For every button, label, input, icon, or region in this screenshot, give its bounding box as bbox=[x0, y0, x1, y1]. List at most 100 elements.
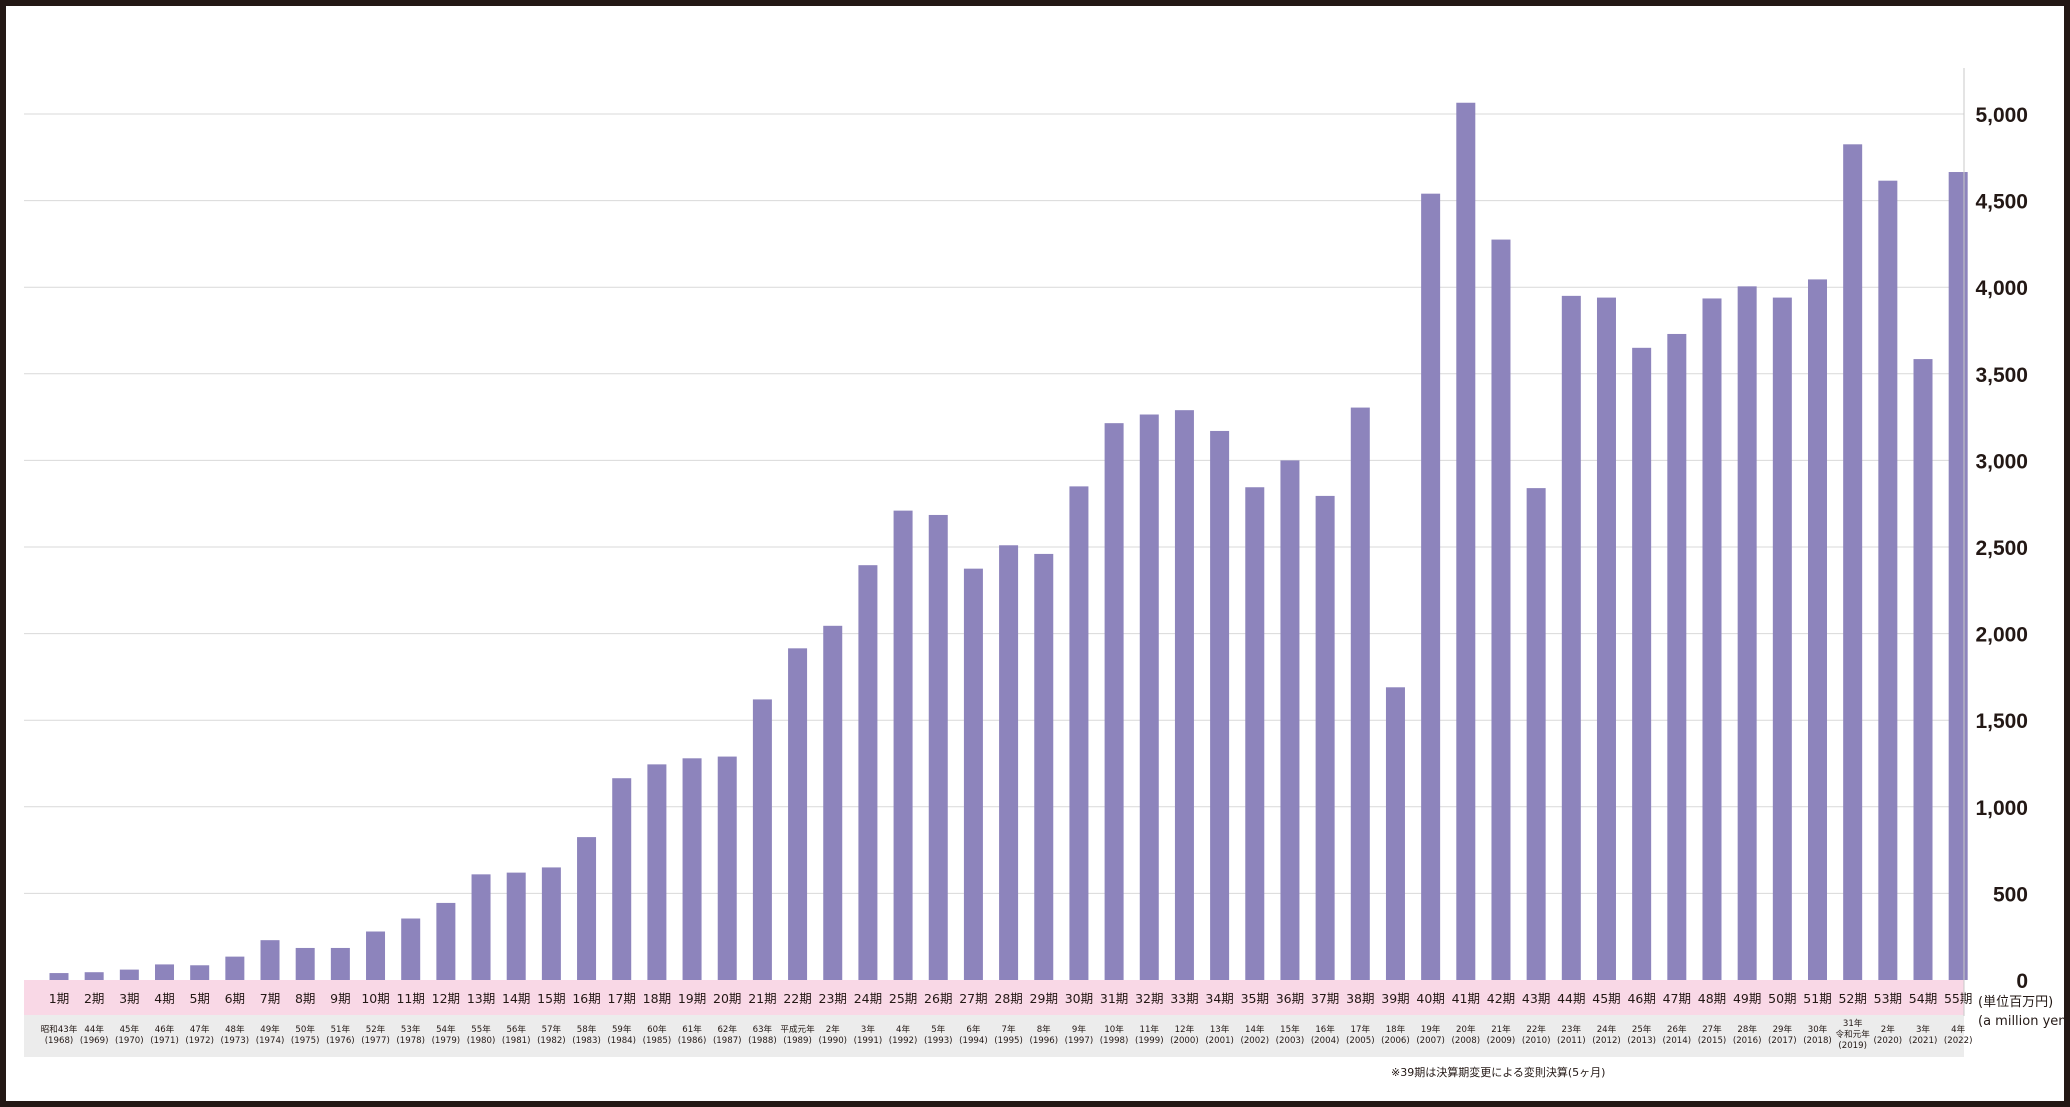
year-label: (1988) bbox=[748, 1036, 777, 1046]
bar bbox=[119, 969, 139, 980]
period-label: 47期 bbox=[1663, 991, 1691, 1006]
period-label: 6期 bbox=[225, 991, 245, 1006]
period-label: 27期 bbox=[959, 991, 987, 1006]
bar bbox=[963, 568, 983, 980]
bar bbox=[401, 918, 421, 980]
year-label: 19年 bbox=[1421, 1023, 1441, 1035]
year-label: (1979) bbox=[432, 1036, 461, 1046]
bar bbox=[1174, 410, 1194, 980]
period-label: 41期 bbox=[1452, 991, 1480, 1006]
year-label: 2年 bbox=[826, 1023, 840, 1035]
year-labels: 昭和43年(1968) 44年(1969) 45年(1970) 46年(1971) 47… bbox=[41, 1017, 1973, 1051]
y-tick-label: 1,000 bbox=[1975, 797, 2028, 820]
year-label: 8年 bbox=[1037, 1023, 1051, 1035]
year-label: (2016) bbox=[1733, 1036, 1762, 1046]
period-label: 4期 bbox=[154, 991, 174, 1006]
year-label: 30年 bbox=[1808, 1023, 1828, 1035]
year-label: (1985) bbox=[643, 1036, 672, 1046]
period-label: 55期 bbox=[1944, 991, 1972, 1006]
year-label: 27年 bbox=[1702, 1023, 1722, 1035]
period-label: 35期 bbox=[1241, 991, 1269, 1006]
bar bbox=[752, 699, 772, 980]
year-label: (1983) bbox=[572, 1036, 601, 1046]
bar bbox=[190, 965, 210, 980]
bar bbox=[1737, 286, 1757, 981]
period-label: 18期 bbox=[643, 991, 671, 1006]
bar bbox=[1210, 430, 1230, 980]
bar bbox=[225, 956, 245, 980]
bar bbox=[1104, 423, 1124, 980]
period-label: 16期 bbox=[572, 991, 600, 1006]
year-label: (2021) bbox=[1909, 1036, 1938, 1046]
bar bbox=[471, 874, 491, 980]
period-label: 42期 bbox=[1487, 991, 1515, 1006]
y-axis-ticks: 0 500 1,000 1,500 2,000 2,500 3,000 3,500 4,000 4… bbox=[1975, 104, 2028, 993]
bar bbox=[1808, 279, 1827, 980]
bar bbox=[295, 947, 315, 980]
bar bbox=[788, 648, 808, 980]
bar bbox=[1948, 172, 1968, 981]
year-label: (1973) bbox=[221, 1036, 250, 1046]
year-label: 11年 bbox=[1140, 1023, 1160, 1035]
bar bbox=[928, 514, 948, 980]
year-label: (1996) bbox=[1029, 1036, 1058, 1046]
year-label: 45年 bbox=[120, 1023, 140, 1035]
year-label: (2010) bbox=[1522, 1036, 1551, 1046]
period-label: 52期 bbox=[1838, 991, 1866, 1006]
period-label: 19期 bbox=[678, 991, 706, 1006]
period-label: 25期 bbox=[889, 991, 917, 1006]
year-label: 3年 bbox=[861, 1023, 875, 1035]
bar bbox=[1913, 359, 1933, 980]
chart-frame: 1期 2期 3期 4期 5期 6期 7期 8期 9期 10期 11期 12期 13期 14期 15期 16期 1… bbox=[6, 6, 2064, 1101]
year-label: (1982) bbox=[537, 1036, 566, 1046]
bar bbox=[1315, 495, 1335, 980]
bar bbox=[999, 545, 1019, 980]
bar bbox=[717, 756, 737, 980]
bar bbox=[893, 510, 913, 980]
sales-bar-chart: 1期 2期 3期 4期 5期 6期 7期 8期 9期 10期 11期 12期 13期 14期 15期 16期 1… bbox=[24, 68, 2064, 1079]
year-label: 44年 bbox=[84, 1023, 104, 1035]
bar bbox=[1596, 297, 1616, 980]
period-label: 14期 bbox=[502, 991, 530, 1006]
bar bbox=[49, 973, 69, 980]
bar bbox=[541, 867, 561, 980]
period-label: 43期 bbox=[1522, 991, 1550, 1006]
period-label: 17期 bbox=[608, 991, 636, 1006]
year-label: 6年 bbox=[966, 1023, 980, 1035]
year-label: 25年 bbox=[1632, 1023, 1652, 1035]
period-label: 39期 bbox=[1381, 991, 1409, 1006]
period-label: 24期 bbox=[854, 991, 882, 1006]
period-label: 31期 bbox=[1100, 991, 1128, 1006]
year-label: (1998) bbox=[1100, 1036, 1129, 1046]
year-label: (1977) bbox=[361, 1036, 390, 1046]
year-label: 61年 bbox=[682, 1023, 702, 1035]
bar bbox=[1456, 102, 1476, 980]
year-label: 7年 bbox=[1002, 1023, 1016, 1035]
bar bbox=[1561, 295, 1581, 980]
year-label: (1978) bbox=[396, 1036, 425, 1046]
year-label: 16年 bbox=[1315, 1023, 1335, 1035]
year-label: 54年 bbox=[436, 1023, 456, 1035]
year-label: 17年 bbox=[1351, 1023, 1371, 1035]
year-label: 20年 bbox=[1456, 1023, 1476, 1035]
bar bbox=[647, 764, 667, 980]
bar bbox=[823, 625, 843, 980]
bar bbox=[1632, 347, 1652, 980]
period-label: 54期 bbox=[1909, 991, 1937, 1006]
year-label: (1987) bbox=[713, 1036, 742, 1046]
bar bbox=[366, 931, 386, 980]
year-label: 47年 bbox=[190, 1023, 210, 1035]
period-label: 49期 bbox=[1733, 991, 1761, 1006]
year-label: (2000) bbox=[1170, 1036, 1199, 1046]
period-band bbox=[24, 980, 1964, 1015]
year-label: 62年 bbox=[717, 1023, 737, 1035]
year-label: (2003) bbox=[1276, 1036, 1305, 1046]
year-label: (1981) bbox=[502, 1036, 531, 1046]
gridlines bbox=[24, 113, 1964, 894]
period-label: 29期 bbox=[1030, 991, 1058, 1006]
category-bands bbox=[24, 980, 1964, 1057]
period-label: 30期 bbox=[1065, 991, 1093, 1006]
period-label: 53期 bbox=[1874, 991, 1902, 1006]
year-label: 48年 bbox=[225, 1023, 245, 1035]
year-label: 24年 bbox=[1597, 1023, 1617, 1035]
